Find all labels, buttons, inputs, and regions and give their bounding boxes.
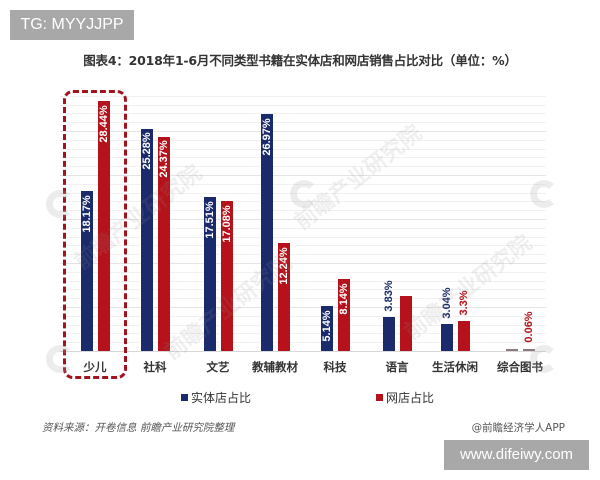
bar-value-label: 3.83% bbox=[383, 279, 395, 312]
bar-physical bbox=[506, 349, 518, 351]
category-label: 生活休闲 bbox=[432, 360, 478, 374]
tg-badge: TG: MYYJJPP bbox=[10, 10, 134, 40]
gridline bbox=[60, 192, 546, 194]
gridline bbox=[60, 95, 546, 97]
legend-label-physical: 实体店占比 bbox=[191, 391, 252, 405]
gridline bbox=[60, 315, 546, 317]
bar-value-label: 24.37% bbox=[158, 140, 170, 179]
category-label: 教辅教材 bbox=[252, 360, 298, 374]
gridline bbox=[60, 263, 546, 264]
bar-online: 28.44% bbox=[98, 100, 110, 351]
bar-physical: 17.51% bbox=[204, 196, 216, 351]
plot-area: 18.17% 28.44% 25.28% 24.37% 17.51% 17.08% 26.9… bbox=[60, 88, 546, 352]
bar-physical: 3.04% bbox=[441, 287, 453, 351]
bar-online: 12.24% bbox=[278, 243, 290, 351]
gridline bbox=[60, 298, 546, 300]
bar-physical: 26.97% bbox=[261, 113, 273, 351]
gridline bbox=[60, 324, 546, 326]
bar-physical: 3.83% bbox=[383, 280, 395, 351]
legend-label-online: 网店占比 bbox=[386, 391, 435, 405]
bar-value-label: 5.14% bbox=[321, 309, 333, 342]
gridline bbox=[60, 201, 546, 203]
gridline bbox=[60, 289, 546, 291]
gridline bbox=[60, 219, 546, 220]
gridline bbox=[60, 113, 546, 115]
bar-value-label: 0.06% bbox=[523, 311, 535, 343]
bar-value-label: 8.14% bbox=[338, 283, 350, 315]
gridline bbox=[60, 139, 546, 141]
bar-online bbox=[400, 295, 412, 351]
bar-online: 8.14% bbox=[338, 279, 350, 351]
x-axis-baseline bbox=[60, 351, 546, 352]
gridline bbox=[60, 271, 546, 273]
gridline bbox=[60, 307, 546, 308]
gridline bbox=[60, 122, 546, 124]
gridline bbox=[60, 148, 546, 150]
category-label: 科技 bbox=[323, 360, 347, 374]
bar-online: 17.08% bbox=[221, 200, 233, 351]
highlight-box-shaoer bbox=[63, 90, 127, 379]
source-note: 资料来源：开卷信息 前瞻产业研究院整理 bbox=[42, 422, 235, 434]
gridline bbox=[60, 236, 546, 238]
credit-note: @前瞻经济学人APP bbox=[471, 422, 565, 434]
gridline bbox=[60, 210, 546, 212]
bar-online: 24.37% bbox=[158, 136, 170, 351]
category-label: 语言 bbox=[385, 360, 409, 374]
bar-value-label: 3.3% bbox=[458, 290, 470, 316]
bar-value-label: 3.04% bbox=[441, 286, 453, 319]
category-label: 文艺 bbox=[206, 360, 230, 374]
bar-physical: 25.28% bbox=[141, 128, 153, 351]
gridline bbox=[60, 131, 546, 132]
bar-value-label: 17.51% bbox=[204, 201, 216, 239]
gridline bbox=[60, 333, 546, 335]
bar-value-label: 12.24% bbox=[278, 247, 290, 285]
legend-item-online: 网店占比 bbox=[376, 389, 434, 406]
gridline bbox=[60, 157, 546, 159]
bar-value-label: 17.08% bbox=[221, 204, 233, 243]
bar-online: 0.06% bbox=[523, 312, 535, 351]
legend-swatch-online bbox=[376, 394, 383, 401]
gridline bbox=[60, 245, 546, 247]
gridline bbox=[60, 342, 546, 344]
bar-physical: 5.14% bbox=[321, 305, 333, 351]
chart-title: 图表4：2018年1-6月不同类型书籍在实体店和网店销售占比对比（单位：%） bbox=[83, 53, 517, 68]
bar-physical: 18.17% bbox=[81, 191, 93, 351]
gridline bbox=[60, 166, 546, 168]
category-label: 综合图书 bbox=[497, 360, 543, 374]
legend-swatch-physical bbox=[181, 394, 188, 401]
gridline bbox=[60, 183, 546, 185]
bar-value-label: 26.97% bbox=[261, 117, 273, 156]
legend-item-physical: 实体店占比 bbox=[181, 389, 251, 406]
category-label: 社科 bbox=[143, 360, 167, 374]
gridline bbox=[60, 254, 546, 256]
bar-online: 3.3% bbox=[458, 290, 470, 351]
bar-value-label: 25.28% bbox=[141, 132, 153, 171]
gridline bbox=[60, 175, 546, 176]
gridline bbox=[60, 227, 546, 229]
gridline bbox=[60, 104, 546, 106]
gridline bbox=[60, 280, 546, 282]
site-badge: www.difeiwy.com bbox=[444, 440, 589, 470]
category-label: 少儿 bbox=[83, 360, 107, 374]
